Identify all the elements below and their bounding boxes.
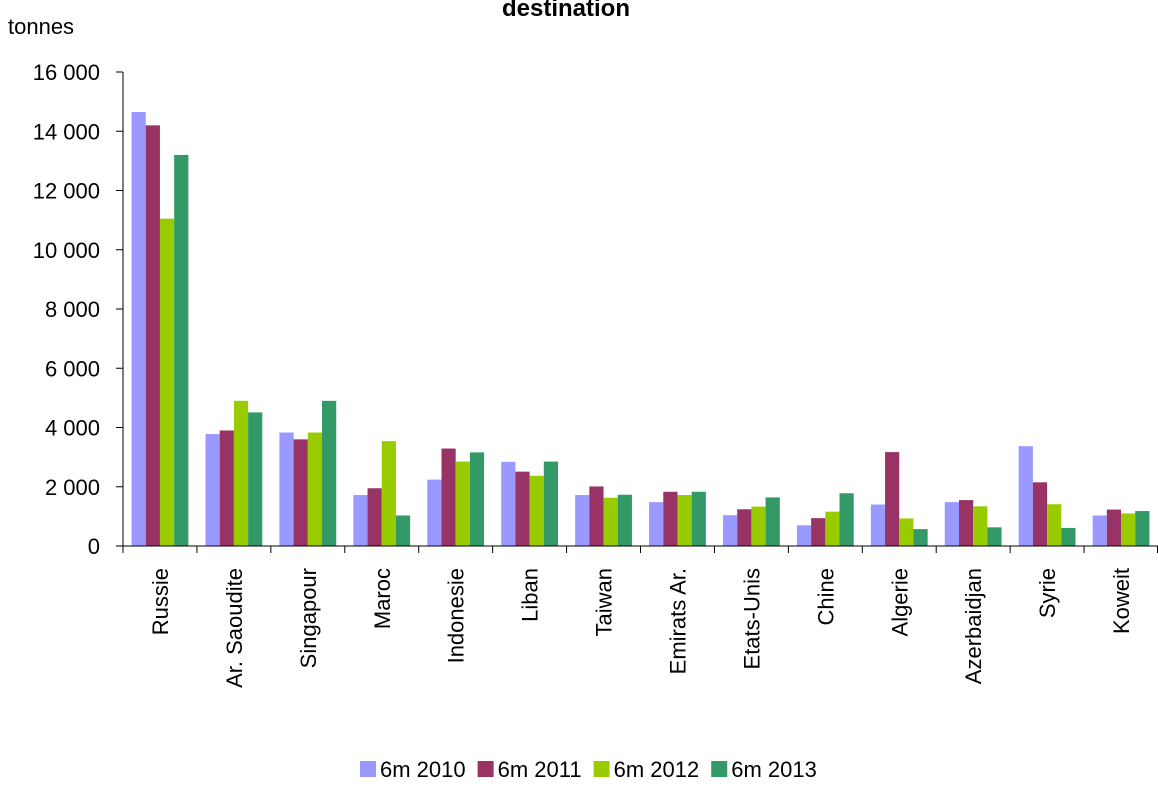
y-tick-label: 14 000 [33,119,100,144]
y-tick-label: 12 000 [33,179,100,204]
x-category-label: Russie [148,568,173,635]
bar [131,111,146,547]
bar [575,495,590,546]
legend: 6m 2010 6m 2011 6m 2012 6m 2013 [360,757,817,782]
x-category-label: Syrie [1035,568,1060,618]
legend-swatch [711,761,728,777]
bar [501,461,516,546]
bar [589,486,604,546]
bar [885,452,900,546]
y-tick-label: 2 000 [45,475,100,500]
bar [1032,482,1048,546]
bar [322,400,337,546]
legend-label: 6m 2010 [380,757,466,782]
bar [1106,509,1122,546]
x-category-label: Indonesie [444,568,469,663]
bar [691,491,706,546]
bar [663,491,678,546]
bar [987,527,1002,546]
legend-swatch [477,761,494,777]
bar [307,432,323,546]
bar [899,518,914,546]
axes [122,72,1158,553]
bar [617,494,632,546]
bar [722,515,738,546]
x-category-label: Etats-Unis [739,568,764,669]
x-category-label: Azerbaidjan [961,568,986,684]
y-tick-label: 6 000 [45,356,100,381]
bar [174,154,189,546]
y-tick-label: 16 000 [33,60,100,85]
bar [353,495,368,546]
x-category-label: Algerie [887,568,912,636]
bar [825,511,840,546]
y-axis-ticks: 0 2 000 4 000 6 000 8 000 10 000 12 000 14 000 1… [33,60,123,559]
bar [469,452,485,546]
y-tick-label: 4 000 [45,416,100,441]
bar [279,432,294,546]
x-category-label: Liban [518,568,543,622]
legend-swatch [360,761,376,777]
y-tick-label: 10 000 [33,238,100,263]
y-axis-unit-label: tonnes [8,14,74,39]
bar [205,434,220,546]
bar [811,518,826,546]
y-tick-label: 0 [88,534,100,559]
bars [131,111,1150,547]
bar [395,515,411,546]
x-axis-category-labels: Russie Ar. Saoudite Singapour Maroc Indonesi… [148,568,1134,688]
bar [796,525,812,546]
x-category-label: Taiwan [592,568,617,636]
legend-label: 6m 2011 [498,757,582,782]
bar [455,461,470,546]
bar [293,439,308,546]
bar [219,430,234,546]
bar [973,506,988,546]
bar [1121,513,1136,546]
bar [515,471,530,546]
x-category-label: Koweit [1109,568,1134,634]
bar [944,502,959,546]
bar [1061,527,1076,546]
bar [233,400,249,546]
bar [1018,446,1033,546]
y-tick-label: 8 000 [45,297,100,322]
bar [677,495,692,546]
x-category-label: Ar. Saoudite [222,568,247,688]
bar [751,506,766,546]
bar [367,488,382,546]
bar [529,475,544,546]
x-category-label: Singapour [296,568,321,668]
legend-swatch [593,761,610,777]
bar [427,479,442,546]
bar [543,461,559,546]
bar [248,412,263,546]
bar [913,529,928,546]
bar [603,497,618,546]
x-category-label: Emirats Ar. [665,568,690,674]
bar [737,509,752,546]
legend-label: 6m 2012 [614,757,700,782]
bar [159,218,175,547]
bar [1092,515,1107,546]
bar [649,502,664,546]
bar [1135,511,1150,546]
x-category-label: Chine [813,568,838,625]
legend-label: 6m 2013 [731,757,817,782]
bar [958,500,974,546]
bar [145,125,160,546]
bar [870,504,886,546]
x-category-label: Maroc [370,568,395,629]
chart-title: destination [502,0,630,22]
bar [441,448,456,546]
bar [1047,504,1062,546]
bar [381,441,396,546]
bar [839,493,854,546]
bar [765,497,780,546]
